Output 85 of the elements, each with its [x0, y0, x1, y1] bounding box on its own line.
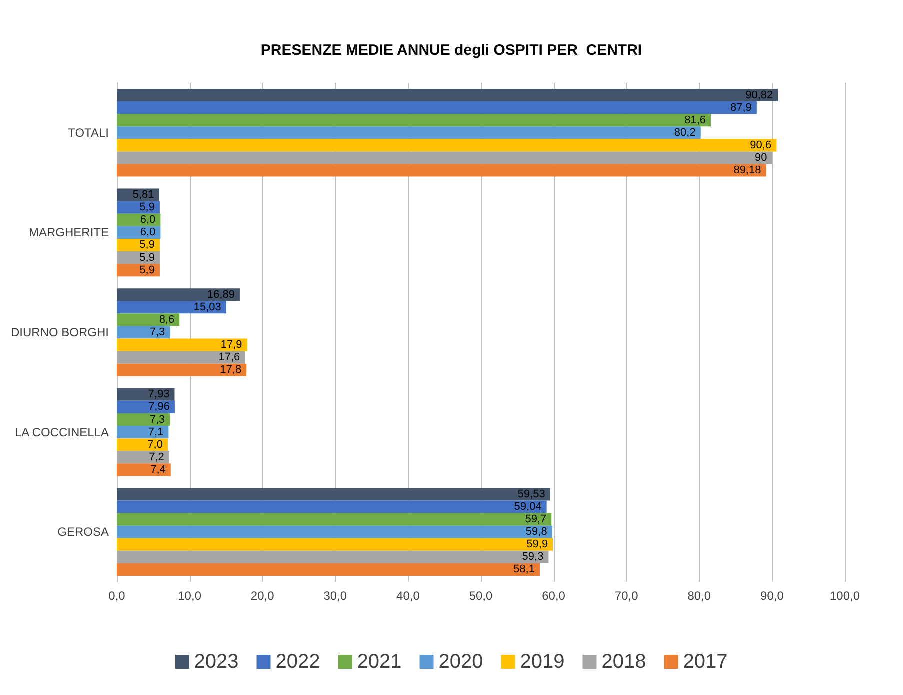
bar	[117, 114, 712, 127]
bar	[117, 538, 554, 551]
bar	[117, 326, 170, 339]
bar	[117, 288, 240, 302]
data-label: 5,9	[140, 239, 155, 252]
bar	[117, 102, 757, 114]
data-label: 17,9	[220, 339, 242, 352]
bar	[117, 526, 552, 538]
data-label: 81,6	[684, 114, 706, 126]
data-label: 17,8	[220, 364, 242, 376]
x-tick-label: 90,0	[760, 589, 784, 603]
x-tick-label: 100,0	[830, 589, 860, 603]
data-label: 7,1	[148, 426, 164, 438]
y-tick-label: DIURNO BORGHI	[10, 326, 110, 340]
bar	[117, 301, 226, 314]
data-label: 90	[754, 152, 768, 164]
bar	[117, 364, 247, 376]
data-label: 89,18	[734, 164, 762, 177]
bar	[117, 88, 778, 102]
data-label: 59,7	[525, 514, 547, 526]
legend-label: 2019	[520, 651, 565, 673]
data-label: 7,4	[150, 464, 166, 476]
data-label: 15,03	[194, 301, 222, 314]
data-label: 7,93	[148, 388, 170, 401]
data-label: 16,89	[207, 288, 235, 301]
legend-label: 2018	[602, 651, 646, 673]
data-label: 5,9	[140, 202, 155, 214]
bar	[117, 513, 552, 526]
data-label: 6,0	[140, 226, 156, 239]
y-tick-label: TOTALI	[68, 126, 110, 140]
legend-label: 2022	[276, 651, 320, 673]
bar	[117, 426, 169, 439]
x-tick-label: 0,0	[108, 589, 126, 603]
data-label: 7,2	[149, 451, 164, 464]
x-tick-label: 20,0	[250, 589, 275, 603]
data-label: 59,53	[518, 488, 546, 500]
x-tick-label: 30,0	[324, 589, 348, 603]
data-label: 8,6	[159, 314, 175, 326]
bar	[117, 451, 170, 464]
bar	[117, 314, 180, 326]
legend-label: 2020	[438, 651, 484, 673]
data-label: 90,6	[750, 139, 772, 152]
data-label: 5,9	[140, 264, 155, 276]
data-label: 7,3	[150, 414, 166, 426]
y-tick-label: LA COCCINELLA	[14, 425, 110, 440]
bar	[117, 164, 766, 177]
bar	[117, 139, 777, 152]
bar	[117, 464, 171, 476]
data-label: 90,82	[746, 89, 774, 102]
bar	[117, 563, 540, 576]
legend-label: 2017	[683, 651, 728, 673]
data-label: 7,0	[148, 438, 163, 451]
y-tick-label: GEROSA	[58, 525, 110, 540]
data-label: 59,04	[514, 501, 542, 514]
data-label: 59,8	[526, 526, 548, 538]
data-label: 5,9	[140, 252, 155, 264]
x-tick-label: 80,0	[688, 589, 712, 603]
data-label: 87,9	[730, 102, 752, 114]
bar	[117, 126, 701, 140]
bar	[117, 351, 246, 364]
data-label: 6,0	[140, 214, 156, 226]
bar	[117, 488, 550, 501]
x-tick-label: 10,0	[178, 589, 202, 603]
data-label: 58,1	[514, 564, 535, 576]
bar	[117, 438, 168, 452]
data-label: 59,3	[522, 551, 544, 564]
x-tick-label: 60,0	[542, 589, 566, 603]
data-label: 5,81	[132, 189, 154, 202]
legend-label: 2021	[357, 651, 402, 673]
legend-label: 2023	[194, 651, 239, 673]
bar	[117, 338, 248, 352]
data-label: 17,6	[218, 352, 240, 364]
bar	[117, 500, 547, 514]
chart-title: PRESENZE MEDIE ANNUE degli OSPITI PER CENTRI	[260, 42, 642, 59]
data-label: 7,3	[150, 326, 166, 338]
data-label: 59,9	[526, 538, 548, 551]
x-tick-label: 50,0	[469, 589, 494, 603]
x-tick-label: 40,0	[396, 589, 420, 603]
data-label: 80,2	[674, 126, 696, 139]
bar	[117, 152, 772, 164]
bar	[117, 413, 170, 426]
bar	[117, 550, 549, 564]
y-tick-label: MARGHERITE	[28, 226, 110, 240]
x-tick-label: 70,0	[614, 589, 639, 603]
data-label: 7,96	[148, 401, 170, 414]
